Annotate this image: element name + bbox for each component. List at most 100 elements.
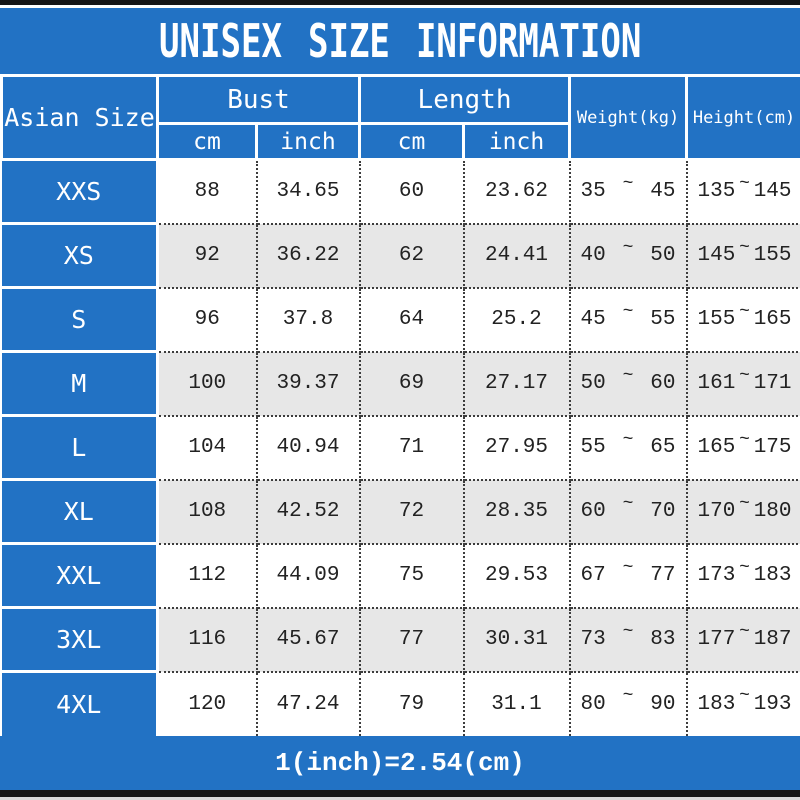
bottom-frame-bar [0, 789, 800, 797]
header-length-cm: cm [358, 122, 465, 161]
length-inch-cell: 23.62 [462, 158, 571, 225]
tilde-glyph: ~ [622, 365, 634, 386]
size-label: XS [1, 222, 159, 289]
header-asian-size: Asian Size [0, 74, 159, 161]
header-bust: Bust [156, 74, 361, 125]
header-length-inch: inch [461, 122, 572, 161]
height-range-cell: 170 ~180 [685, 478, 800, 545]
tilde-glyph: ~ [622, 301, 634, 322]
header-bust-cm: cm [156, 122, 258, 161]
height-range-cell: 173 ~183 [685, 542, 800, 609]
length-cm-cell: 69 [358, 350, 465, 417]
bust-inch-cell: 40.94 [255, 414, 361, 481]
length-inch-cell: 30.31 [462, 606, 571, 673]
tilde-glyph: ~ [622, 173, 634, 194]
size-table: Asian Size Bust Length Weight(kg) Height… [0, 74, 800, 736]
bust-cm-cell: 88 [156, 158, 258, 225]
height-min: 135 [697, 180, 736, 204]
table-row-m: M 100 39.37 69 27.17 50 ~60 161 ~171 [1, 350, 800, 417]
height-max: 165 [753, 308, 792, 331]
header-height: Height(cm) [685, 74, 800, 161]
length-inch-cell: 29.53 [462, 542, 571, 609]
length-cm-cell: 64 [358, 286, 465, 353]
length-inch-cell: 31.1 [462, 670, 571, 736]
size-label: M [1, 350, 159, 417]
length-cm-cell: 77 [358, 606, 465, 673]
length-cm-cell: 62 [358, 222, 465, 289]
weight-min: 60 [580, 500, 606, 523]
divider [0, 5, 800, 8]
bottom-edge [0, 796, 800, 800]
tilde-glyph: ~ [622, 237, 634, 258]
bust-cm-cell: 100 [156, 350, 258, 417]
length-inch-cell: 25.2 [462, 286, 571, 353]
tilde-glyph: ~ [739, 301, 750, 322]
tilde-glyph: ~ [739, 621, 750, 642]
height-max: 193 [753, 692, 792, 716]
weight-min: 35 [580, 180, 606, 204]
bust-inch-cell: 36.22 [255, 222, 361, 289]
bust-cm-cell: 92 [156, 222, 258, 289]
tilde-glyph: ~ [739, 557, 750, 578]
length-cm-cell: 60 [358, 158, 465, 225]
size-label: XL [1, 478, 159, 545]
weight-min: 40 [580, 244, 606, 267]
length-cm-cell: 79 [358, 670, 465, 736]
weight-range-cell: 73 ~83 [568, 606, 688, 673]
title-banner: UNISEX SIZE INFORMATION [0, 8, 800, 74]
bust-inch-cell: 45.67 [255, 606, 361, 673]
weight-range-cell: 45 ~55 [568, 286, 688, 353]
bust-inch-cell: 42.52 [255, 478, 361, 545]
size-label: 3XL [1, 606, 159, 673]
tilde-glyph: ~ [622, 493, 634, 514]
weight-min: 73 [580, 628, 606, 651]
height-range-cell: 161 ~171 [685, 350, 800, 417]
weight-range-cell: 55 ~65 [568, 414, 688, 481]
height-min: 173 [697, 564, 736, 587]
tilde-glyph: ~ [739, 237, 750, 258]
weight-max: 55 [650, 308, 676, 331]
bust-inch-cell: 34.65 [255, 158, 361, 225]
table-row-xxs: XXS 88 34.65 60 23.62 35 ~45 135 ~145 [1, 158, 800, 225]
table-header: Asian Size Bust Length Weight(kg) Height… [0, 74, 800, 161]
size-label: XXL [1, 542, 159, 609]
length-cm-cell: 71 [358, 414, 465, 481]
top-frame-bar [0, 0, 800, 5]
height-min: 145 [697, 244, 736, 267]
height-range-cell: 135 ~145 [685, 158, 800, 225]
length-inch-cell: 24.41 [462, 222, 571, 289]
height-min: 161 [697, 372, 736, 395]
height-min: 170 [697, 500, 736, 523]
table-row-xl: XL 108 42.52 72 28.35 60 ~70 170 ~180 [1, 478, 800, 545]
weight-min: 55 [580, 436, 606, 459]
weight-min: 50 [580, 372, 606, 395]
table-row-4xl: 4XL 120 47.24 79 31.1 80 ~90 183 ~193 [1, 670, 800, 736]
header-bust-inch: inch [255, 122, 361, 161]
weight-max: 50 [650, 244, 676, 267]
header-weight: Weight(kg) [568, 74, 689, 161]
tilde-glyph: ~ [622, 429, 634, 450]
height-range-cell: 183 ~193 [685, 670, 800, 736]
bust-inch-cell: 47.24 [255, 670, 361, 736]
bust-cm-cell: 108 [156, 478, 258, 545]
weight-range-cell: 35 ~45 [568, 158, 688, 225]
height-max: 155 [753, 244, 792, 267]
tilde-glyph: ~ [739, 365, 750, 386]
length-inch-cell: 27.17 [462, 350, 571, 417]
tilde-glyph: ~ [739, 173, 750, 194]
weight-range-cell: 80 ~90 [568, 670, 688, 736]
weight-max: 65 [650, 436, 676, 459]
bust-cm-cell: 116 [156, 606, 258, 673]
size-label: XXS [1, 158, 159, 225]
height-max: 180 [753, 500, 792, 523]
bust-inch-cell: 39.37 [255, 350, 361, 417]
height-max: 171 [753, 372, 792, 395]
weight-min: 80 [580, 692, 606, 716]
weight-range-cell: 50 ~60 [568, 350, 688, 417]
size-label: 4XL [1, 670, 159, 736]
bust-cm-cell: 96 [156, 286, 258, 353]
weight-range-cell: 67 ~77 [568, 542, 688, 609]
weight-max: 77 [650, 564, 676, 587]
weight-min: 67 [580, 564, 606, 587]
